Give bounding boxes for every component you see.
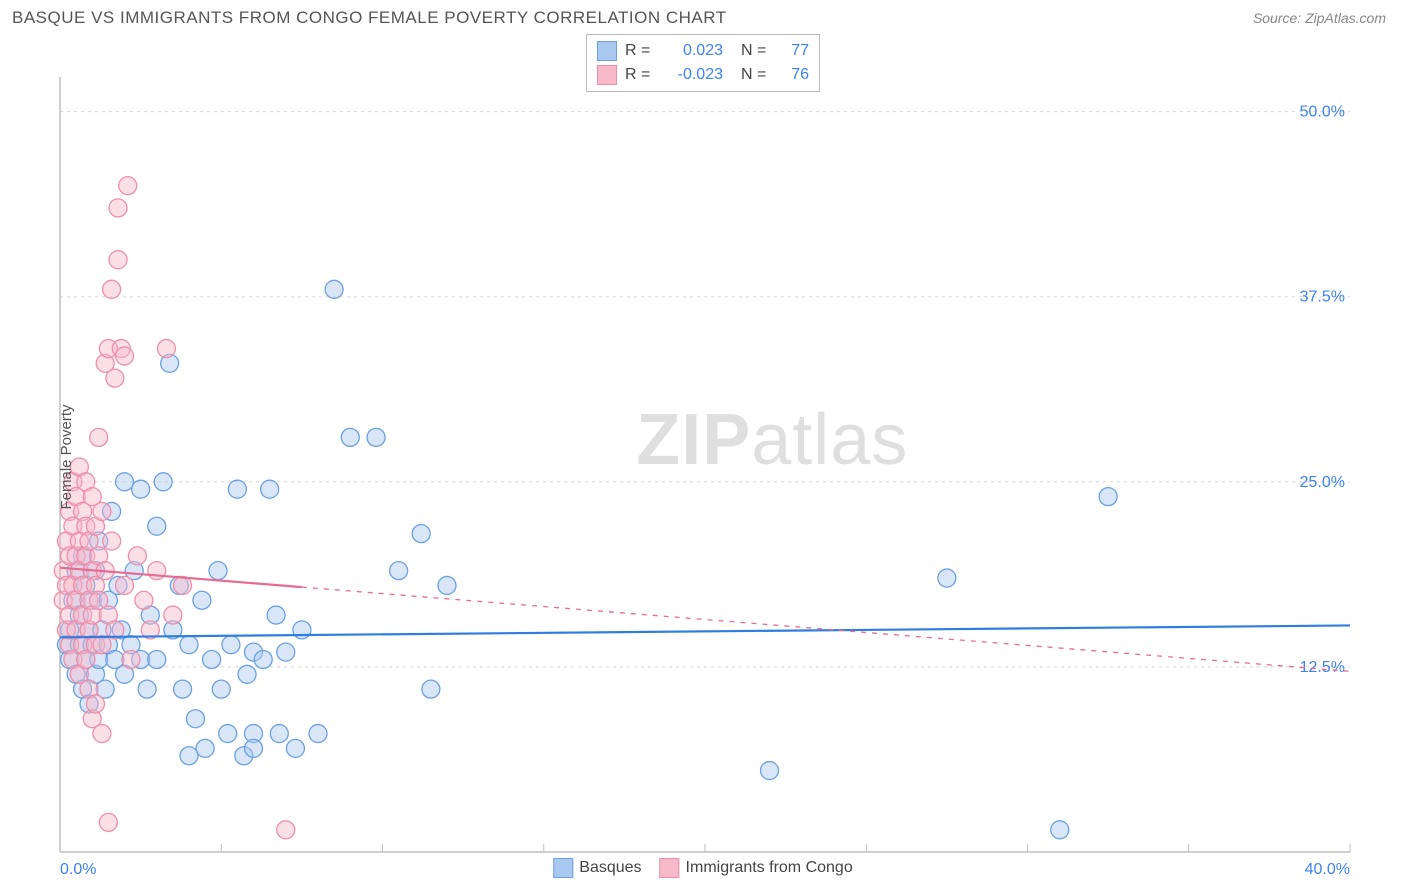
data-point: [309, 725, 327, 743]
chart-title: BASQUE VS IMMIGRANTS FROM CONGO FEMALE P…: [12, 8, 727, 28]
data-point: [438, 576, 456, 594]
data-point: [254, 651, 272, 669]
data-point: [228, 480, 246, 498]
data-point: [164, 606, 182, 624]
legend-stat-row: R =0.023N =77: [597, 39, 809, 63]
x-tick-label: 0.0%: [60, 861, 96, 878]
data-point: [261, 480, 279, 498]
y-tick-label: 50.0%: [1300, 104, 1345, 121]
data-point: [180, 636, 198, 654]
data-point: [148, 517, 166, 535]
data-point: [103, 532, 121, 550]
scatter-plot-svg: 12.5% 25.0% 37.5% 50.0% 0.0% 40.0%: [10, 32, 1396, 882]
y-tick-label: 12.5%: [1300, 659, 1345, 676]
data-point: [203, 651, 221, 669]
data-point: [154, 473, 172, 491]
data-point: [128, 547, 146, 565]
data-point: [412, 525, 430, 543]
chart-header: BASQUE VS IMMIGRANTS FROM CONGO FEMALE P…: [0, 0, 1406, 32]
data-point: [270, 725, 288, 743]
data-point: [180, 747, 198, 765]
legend-swatch: [597, 65, 617, 85]
legend-swatch: [553, 858, 573, 878]
legend-stat-row: R =-0.023N =76: [597, 63, 809, 87]
data-point: [99, 813, 117, 831]
data-point: [196, 739, 214, 757]
data-point: [138, 680, 156, 698]
data-point: [286, 739, 304, 757]
data-point: [219, 725, 237, 743]
data-point: [116, 576, 134, 594]
legend-item: Immigrants from Congo: [660, 858, 853, 878]
data-point: [174, 576, 192, 594]
data-point: [157, 340, 175, 358]
data-point: [193, 591, 211, 609]
data-point: [422, 680, 440, 698]
chart-area: Female Poverty 12.5% 25.0% 37.5% 50.0% 0.0% 4…: [10, 32, 1396, 882]
data-point: [277, 821, 295, 839]
data-point: [222, 636, 240, 654]
data-point: [93, 725, 111, 743]
data-point: [109, 199, 127, 217]
data-point: [148, 651, 166, 669]
y-tick-label: 25.0%: [1300, 474, 1345, 491]
data-point: [1051, 821, 1069, 839]
data-point: [341, 428, 359, 446]
data-point: [116, 347, 134, 365]
data-point: [116, 473, 134, 491]
data-point: [93, 502, 111, 520]
data-point: [119, 177, 137, 195]
legend-swatch: [597, 41, 617, 61]
y-axis-label: Female Poverty: [58, 404, 75, 509]
data-point: [761, 762, 779, 780]
data-point: [212, 680, 230, 698]
legend-item: Basques: [553, 858, 641, 878]
data-point: [1099, 488, 1117, 506]
data-point: [109, 251, 127, 269]
data-point: [209, 562, 227, 580]
data-point: [325, 280, 343, 298]
data-point: [245, 739, 263, 757]
data-point: [86, 695, 104, 713]
data-point: [238, 665, 256, 683]
data-point: [90, 428, 108, 446]
data-point: [135, 591, 153, 609]
data-point: [106, 369, 124, 387]
y-tick-label: 37.5%: [1300, 289, 1345, 306]
data-point: [132, 480, 150, 498]
data-point: [367, 428, 385, 446]
data-point: [103, 280, 121, 298]
data-point: [267, 606, 285, 624]
data-point: [122, 651, 140, 669]
x-tick-label: 40.0%: [1305, 861, 1350, 878]
data-point: [93, 636, 111, 654]
data-point: [186, 710, 204, 728]
legend-stats: R =0.023N =77R =-0.023N =76: [586, 34, 820, 92]
legend-series: Basques Immigrants from Congo: [553, 858, 852, 878]
legend-swatch: [660, 858, 680, 878]
data-point: [938, 569, 956, 587]
chart-source: Source: ZipAtlas.com: [1253, 10, 1386, 26]
data-point: [277, 643, 295, 661]
data-point: [174, 680, 192, 698]
data-point: [390, 562, 408, 580]
